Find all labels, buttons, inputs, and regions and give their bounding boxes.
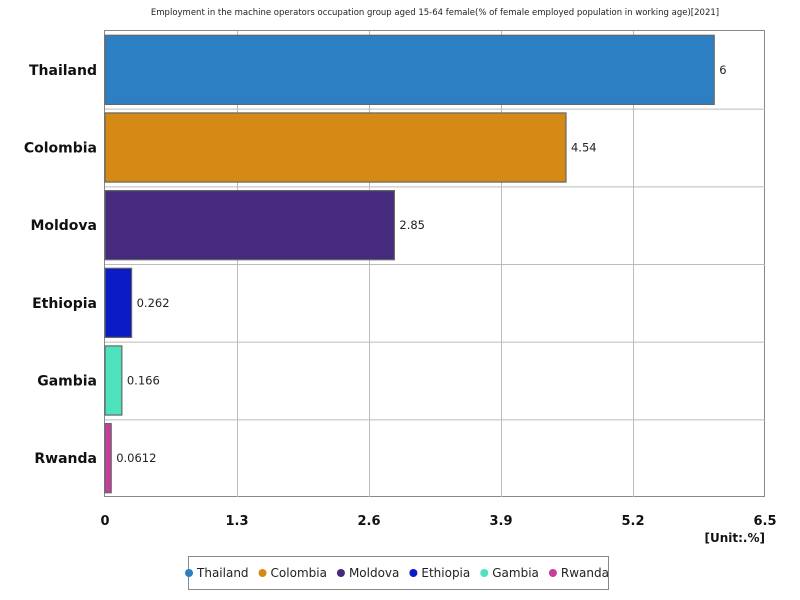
legend-swatch-ethiopia: [409, 569, 418, 577]
legend-box: [188, 556, 609, 590]
x-tick-label: 2.6: [357, 514, 380, 529]
category-labels: Thailand Colombia Moldova Ethiopia Gambia Rwa…: [24, 63, 97, 467]
legend-swatch-gambia: [480, 569, 489, 577]
value-label-thailand: 6: [719, 63, 726, 77]
value-label-ethiopia: 0.262: [137, 296, 170, 310]
x-tick-label: 6.5: [753, 514, 776, 529]
legend-label-colombia: Colombia: [271, 566, 327, 580]
bar-moldova: [104, 190, 395, 261]
value-labels: 6 4.54 2.85 0.262 0.166 0.0612: [116, 63, 726, 465]
x-tick-label: 5.2: [621, 514, 644, 529]
bar-thailand: [104, 34, 715, 105]
unit-label: [Unit:.%]: [705, 531, 766, 545]
x-tick-label: 1.3: [225, 514, 248, 529]
category-label-moldova: Moldova: [30, 218, 97, 234]
category-label-colombia: Colombia: [24, 141, 97, 157]
legend-swatch-moldova: [336, 569, 345, 577]
category-label-ethiopia: Ethiopia: [32, 296, 97, 312]
category-label-gambia: Gambia: [37, 374, 97, 390]
bar-rwanda: [104, 423, 112, 494]
legend-swatch-colombia: [258, 569, 267, 577]
chart-title: Employment in the machine operators occu…: [151, 8, 719, 18]
legend-label-gambia: Gambia: [492, 566, 539, 580]
plot-area: [104, 30, 765, 497]
grid-lines: [105, 31, 765, 497]
x-tick-label: 3.9: [489, 514, 512, 529]
legend-swatch-rwanda: [548, 569, 557, 577]
legend-label-moldova: Moldova: [349, 566, 399, 580]
legend: Thailand Colombia Moldova Ethiopia Gambia Rwa…: [185, 566, 609, 580]
category-label-rwanda: Rwanda: [34, 451, 97, 467]
value-label-colombia: 4.54: [571, 141, 597, 155]
category-label-thailand: Thailand: [29, 63, 97, 79]
bar-gambia: [104, 345, 123, 416]
value-label-rwanda: 0.0612: [116, 451, 156, 465]
value-label-moldova: 2.85: [399, 218, 425, 232]
bar-ethiopia: [104, 267, 133, 338]
bar-colombia: [104, 112, 567, 183]
bars: [104, 34, 715, 494]
legend-swatch-thailand: [185, 569, 194, 577]
x-tick-label: 0: [100, 514, 109, 529]
value-label-gambia: 0.166: [127, 374, 160, 388]
legend-label-rwanda: Rwanda: [561, 566, 609, 580]
legend-label-thailand: Thailand: [196, 566, 249, 580]
legend-label-ethiopia: Ethiopia: [421, 566, 470, 580]
x-axis-ticks: 0 1.3 2.6 3.9 5.2 6.5: [100, 514, 776, 529]
